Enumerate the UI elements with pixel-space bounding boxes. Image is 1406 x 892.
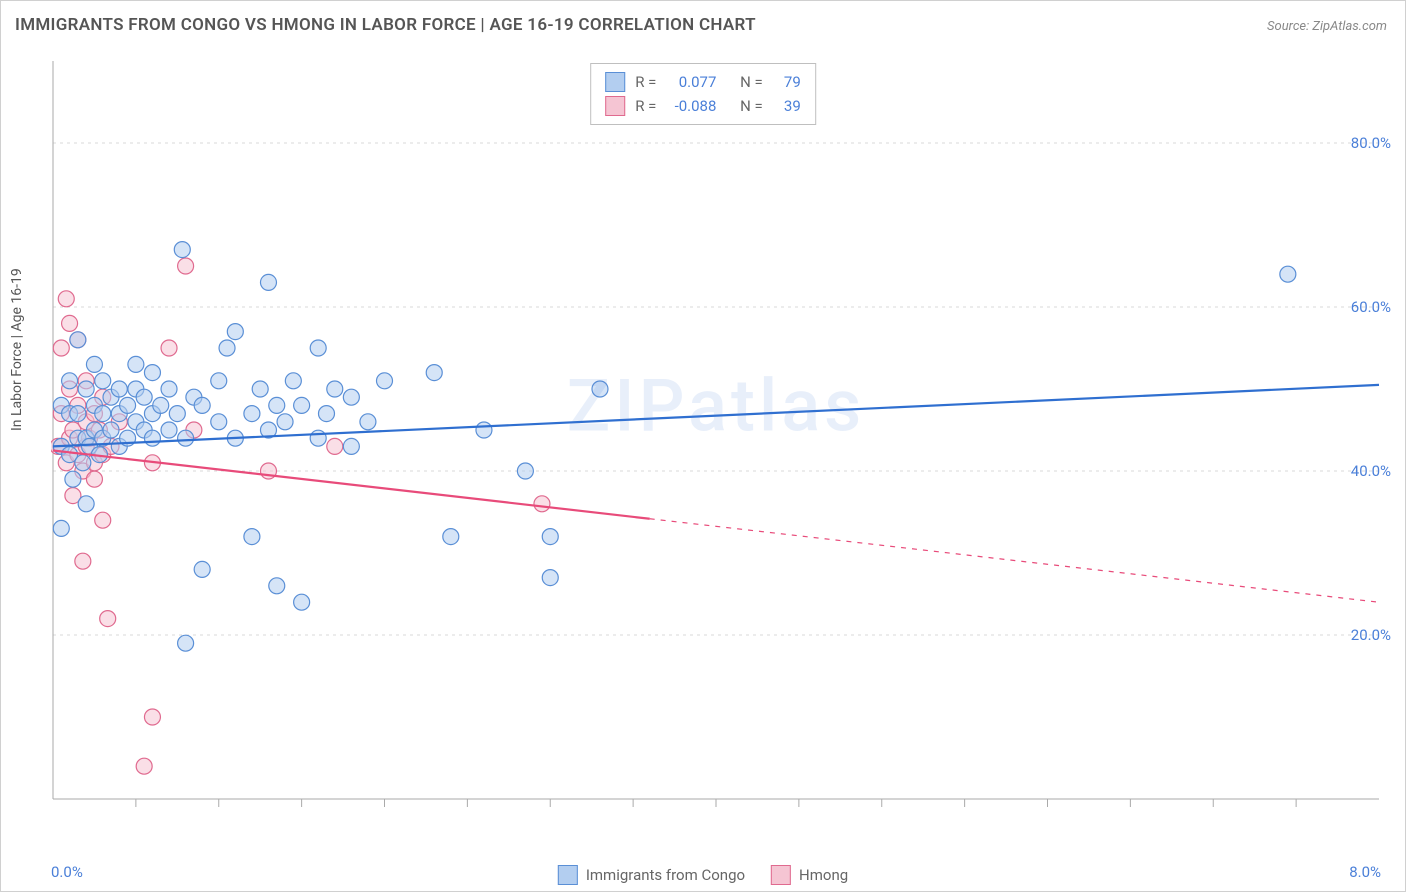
y-axis-label: In Labor Force | Age 16-19	[9, 268, 25, 431]
stats-r-label: R =	[635, 70, 656, 94]
swatch-series-2	[605, 96, 625, 116]
legend-item-2: Hmong	[771, 865, 848, 885]
legend-swatch-2	[771, 865, 791, 885]
source-attribution: Source: ZipAtlas.com	[1267, 19, 1387, 34]
chart-container: IMMIGRANTS FROM CONGO VS HMONG IN LABOR …	[0, 0, 1406, 892]
y-tick-label: 80.0%	[1351, 134, 1391, 152]
stats-n-value-1: 79	[773, 70, 801, 94]
stats-n-label: N =	[740, 94, 763, 118]
stats-legend: R = 0.077 N = 79 R = -0.088 N = 39	[590, 63, 816, 125]
stats-row-series-2: R = -0.088 N = 39	[605, 94, 801, 118]
plot-area: ZIPatlas	[51, 59, 1381, 829]
legend-label-1: Immigrants from Congo	[586, 866, 745, 884]
x-tick-max: 8.0%	[1349, 863, 1381, 881]
y-tick-label: 60.0%	[1351, 298, 1391, 316]
stats-r-value-2: -0.088	[666, 94, 716, 118]
stats-n-value-2: 39	[773, 94, 801, 118]
scatter-plot-svg	[51, 59, 1381, 829]
stats-r-label: R =	[635, 94, 656, 118]
y-tick-label: 20.0%	[1351, 626, 1391, 644]
legend-swatch-1	[558, 865, 578, 885]
stats-r-value-1: 0.077	[666, 70, 716, 94]
swatch-series-1	[605, 72, 625, 92]
chart-title: IMMIGRANTS FROM CONGO VS HMONG IN LABOR …	[15, 15, 756, 35]
x-tick-min: 0.0%	[51, 863, 83, 881]
bottom-legend: Immigrants from Congo Hmong	[558, 865, 848, 885]
stats-row-series-1: R = 0.077 N = 79	[605, 70, 801, 94]
y-tick-label: 40.0%	[1351, 462, 1391, 480]
legend-item-1: Immigrants from Congo	[558, 865, 745, 885]
stats-n-label: N =	[740, 70, 763, 94]
legend-label-2: Hmong	[799, 866, 848, 884]
